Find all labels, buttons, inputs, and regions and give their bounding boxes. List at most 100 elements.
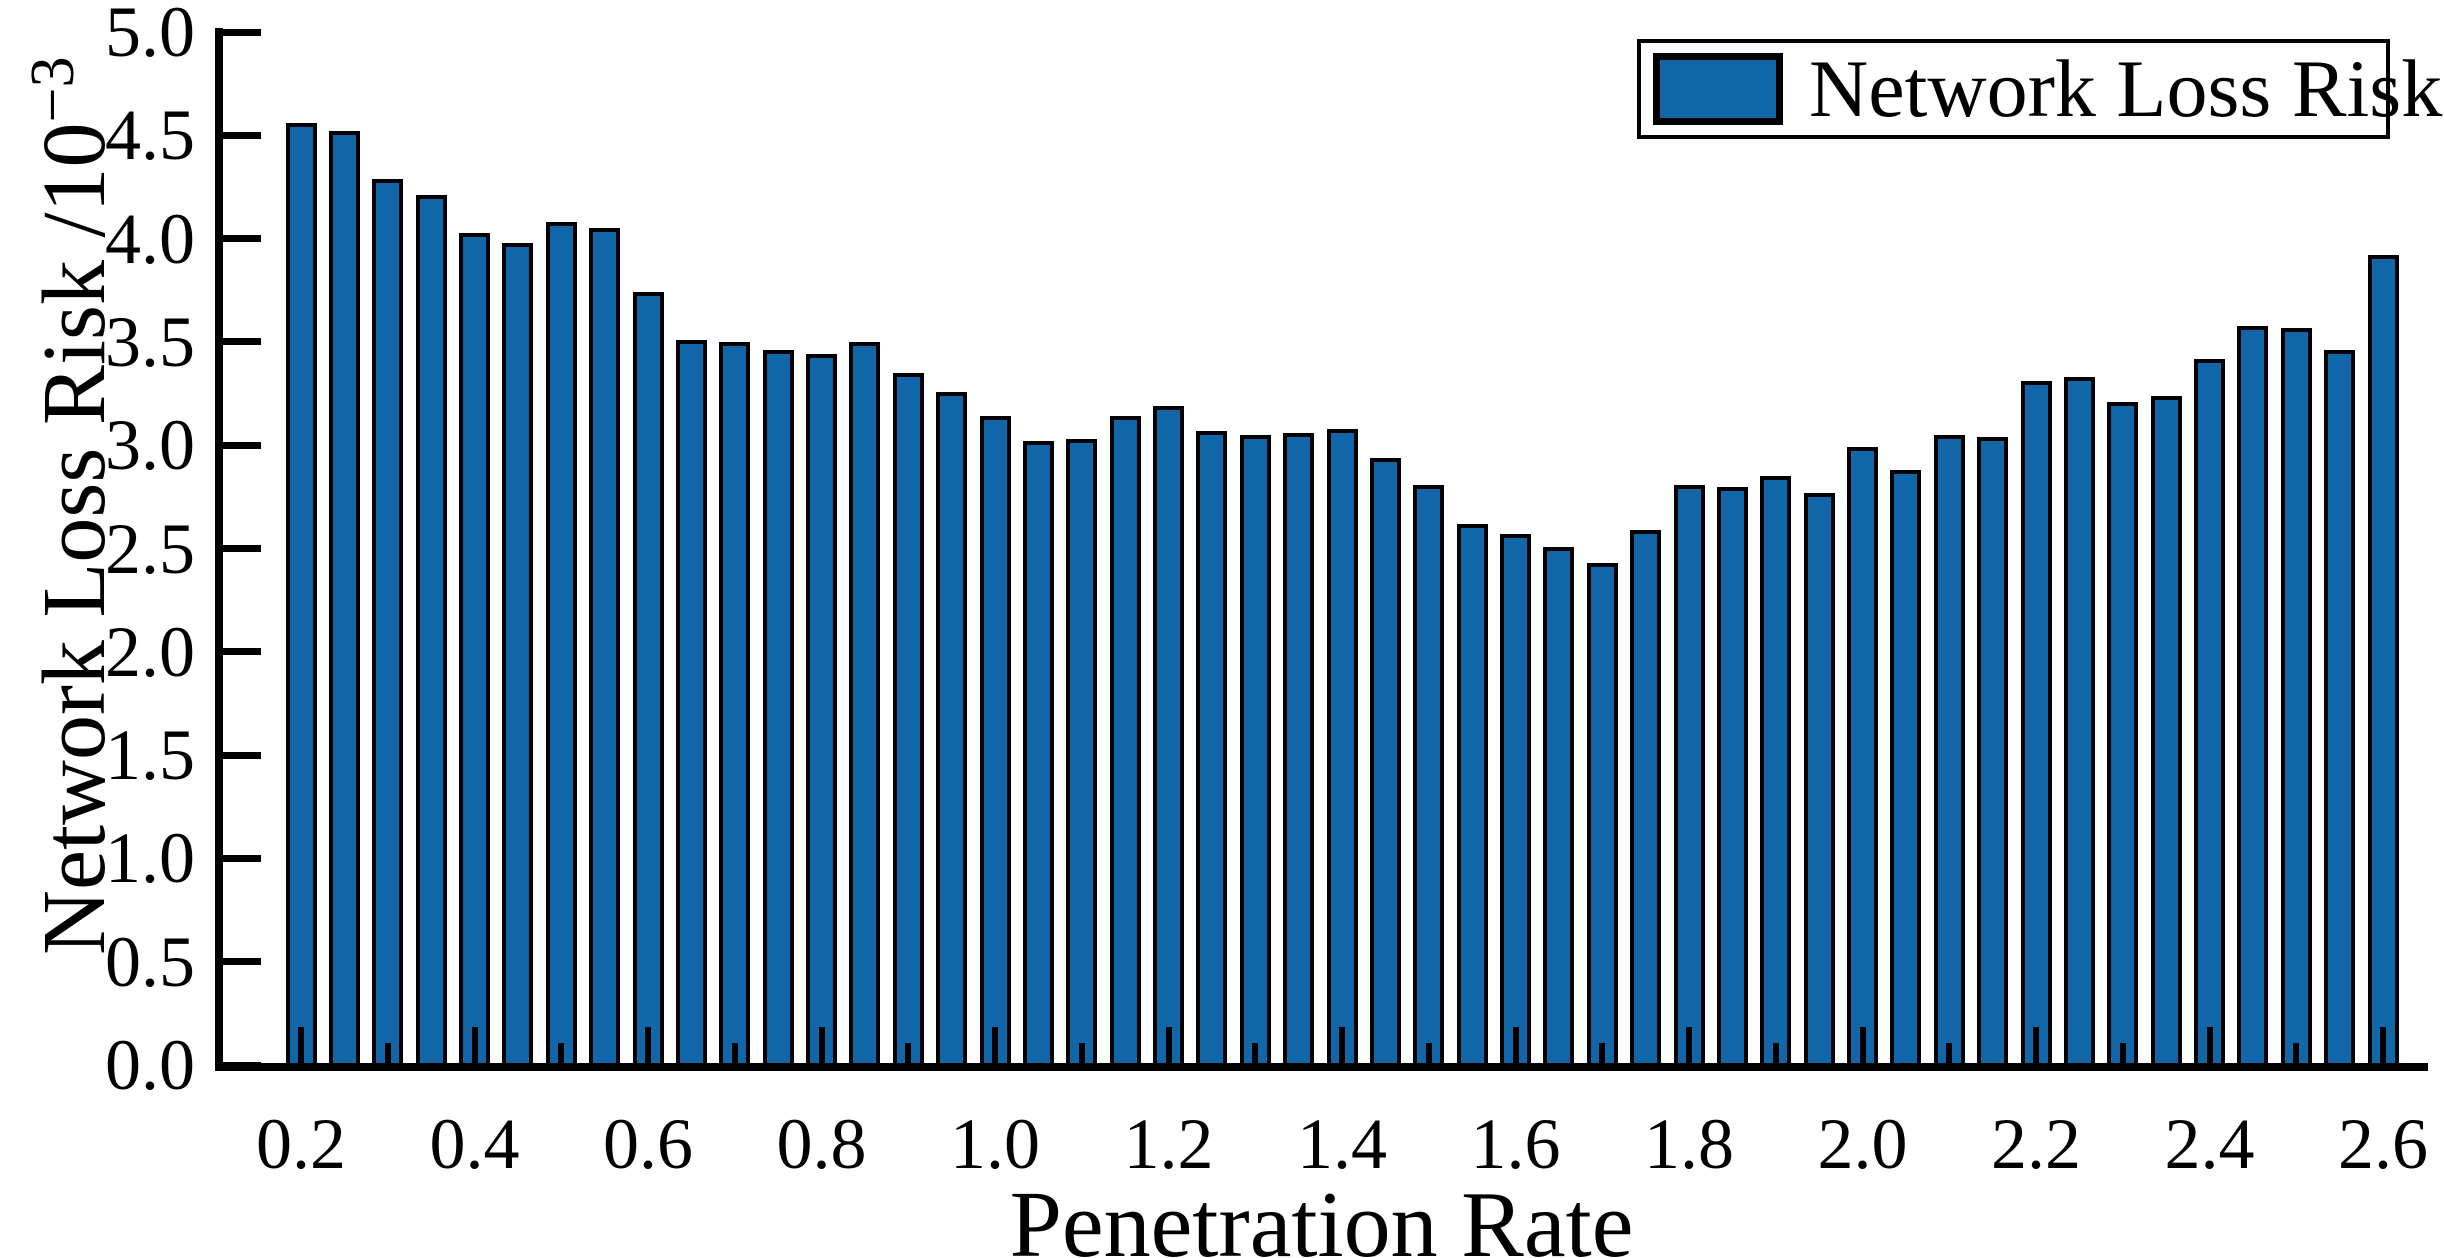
y-tick [223, 751, 261, 759]
x-tick-label: 0.8 [776, 1104, 867, 1184]
x-major-tick [2380, 1027, 2386, 1063]
x-tick-label: 0.2 [256, 1104, 346, 1184]
y-tick [223, 958, 261, 966]
bar [979, 416, 1011, 1067]
y-tick-label: 1.0 [105, 818, 195, 899]
bar [1933, 435, 1965, 1067]
x-tick-label: 1.2 [1123, 1104, 1214, 1184]
bar [545, 222, 577, 1067]
x-minor-tick [1425, 1043, 1432, 1063]
x-major-tick [471, 1027, 478, 1063]
bar [459, 232, 490, 1067]
y-tick-label: 0.0 [105, 1025, 195, 1105]
y-tick [223, 131, 261, 139]
x-minor-tick [1078, 1043, 1085, 1063]
y-tick-label: 4.0 [105, 198, 195, 279]
bar [632, 292, 664, 1067]
x-major-tick [818, 1027, 825, 1063]
bar [1977, 437, 2009, 1067]
bar [1196, 430, 1228, 1067]
bar [328, 131, 360, 1067]
bar [806, 354, 837, 1067]
bar [1022, 441, 1054, 1067]
bar [2020, 381, 2052, 1067]
bar [1630, 530, 1662, 1067]
y-tick [223, 235, 261, 243]
bar [1586, 563, 1618, 1067]
y-tick-label: 3.0 [105, 405, 195, 486]
x-minor-tick [905, 1043, 912, 1063]
bar [1673, 484, 1705, 1067]
x-major-tick [1686, 1027, 1692, 1063]
x-tick-label: 0.6 [603, 1104, 693, 1184]
x-axis-title: Penetration Rate [1009, 1173, 1634, 1258]
x-minor-tick [1946, 1043, 1953, 1063]
x-axis-spine [215, 1063, 2428, 1071]
bar [2367, 255, 2399, 1067]
bar [1239, 435, 1271, 1067]
y-tick-label: 5.0 [105, 0, 195, 72]
bar [372, 178, 404, 1067]
x-tick-label: 2.2 [1991, 1104, 2081, 1184]
bar [849, 342, 881, 1067]
bar [719, 342, 751, 1067]
x-major-tick [1512, 1027, 1519, 1063]
bar [1283, 432, 1315, 1067]
legend-color-swatch [1653, 53, 1783, 125]
y-axis-spine [215, 28, 223, 1071]
bar [1543, 546, 1575, 1067]
legend-label: Network Loss Risk [1809, 43, 2443, 134]
y-tick-label: 2.5 [105, 508, 195, 589]
x-major-tick [645, 1027, 651, 1063]
x-minor-tick [558, 1043, 565, 1063]
x-minor-tick [384, 1043, 391, 1063]
y-tick-label: 1.5 [105, 715, 195, 796]
bar [1066, 439, 1098, 1067]
x-major-tick [1339, 1027, 1345, 1063]
x-minor-tick [1252, 1043, 1259, 1063]
bar [2280, 327, 2312, 1067]
bar [2107, 401, 2139, 1067]
x-tick-label: 1.0 [950, 1104, 1040, 1184]
x-minor-tick [1772, 1043, 1779, 1063]
y-tick-label: 3.5 [105, 301, 195, 382]
y-tick [223, 28, 261, 36]
bar [1456, 523, 1488, 1067]
bar [936, 391, 968, 1067]
bar [675, 339, 707, 1067]
x-tick-label: 2.4 [2164, 1104, 2255, 1184]
x-major-tick [2206, 1027, 2213, 1063]
bar [285, 123, 317, 1067]
bar [2063, 377, 2095, 1067]
bar [1890, 470, 1922, 1067]
legend: Network Loss Risk [1637, 39, 2442, 139]
bar [2194, 358, 2225, 1067]
bar [892, 373, 924, 1067]
bar [2237, 325, 2269, 1067]
bar [1716, 486, 1748, 1067]
x-major-tick [1165, 1027, 1172, 1063]
x-tick-label: 1.6 [1470, 1104, 1561, 1184]
y-tick [223, 648, 261, 656]
x-tick-label: 0.4 [429, 1104, 520, 1184]
y-tick-label: 0.5 [105, 921, 195, 1002]
x-minor-tick [2119, 1043, 2126, 1063]
x-tick-label: 2.0 [1817, 1104, 1908, 1184]
y-tick-label: 4.5 [105, 95, 195, 176]
x-minor-tick [731, 1043, 738, 1063]
x-minor-tick [2293, 1043, 2300, 1063]
bar [589, 228, 621, 1067]
x-major-tick [992, 1027, 998, 1063]
y-tick [223, 441, 261, 449]
bar [2150, 395, 2182, 1067]
x-major-tick [2033, 1027, 2039, 1063]
bar [1500, 534, 1531, 1067]
x-minor-tick [1599, 1043, 1606, 1063]
bar [1803, 492, 1835, 1067]
bar [1760, 476, 1792, 1067]
bar [1109, 416, 1141, 1067]
x-tick-label: 2.6 [2338, 1104, 2428, 1184]
bar [2324, 350, 2356, 1067]
bar [1369, 457, 1401, 1067]
